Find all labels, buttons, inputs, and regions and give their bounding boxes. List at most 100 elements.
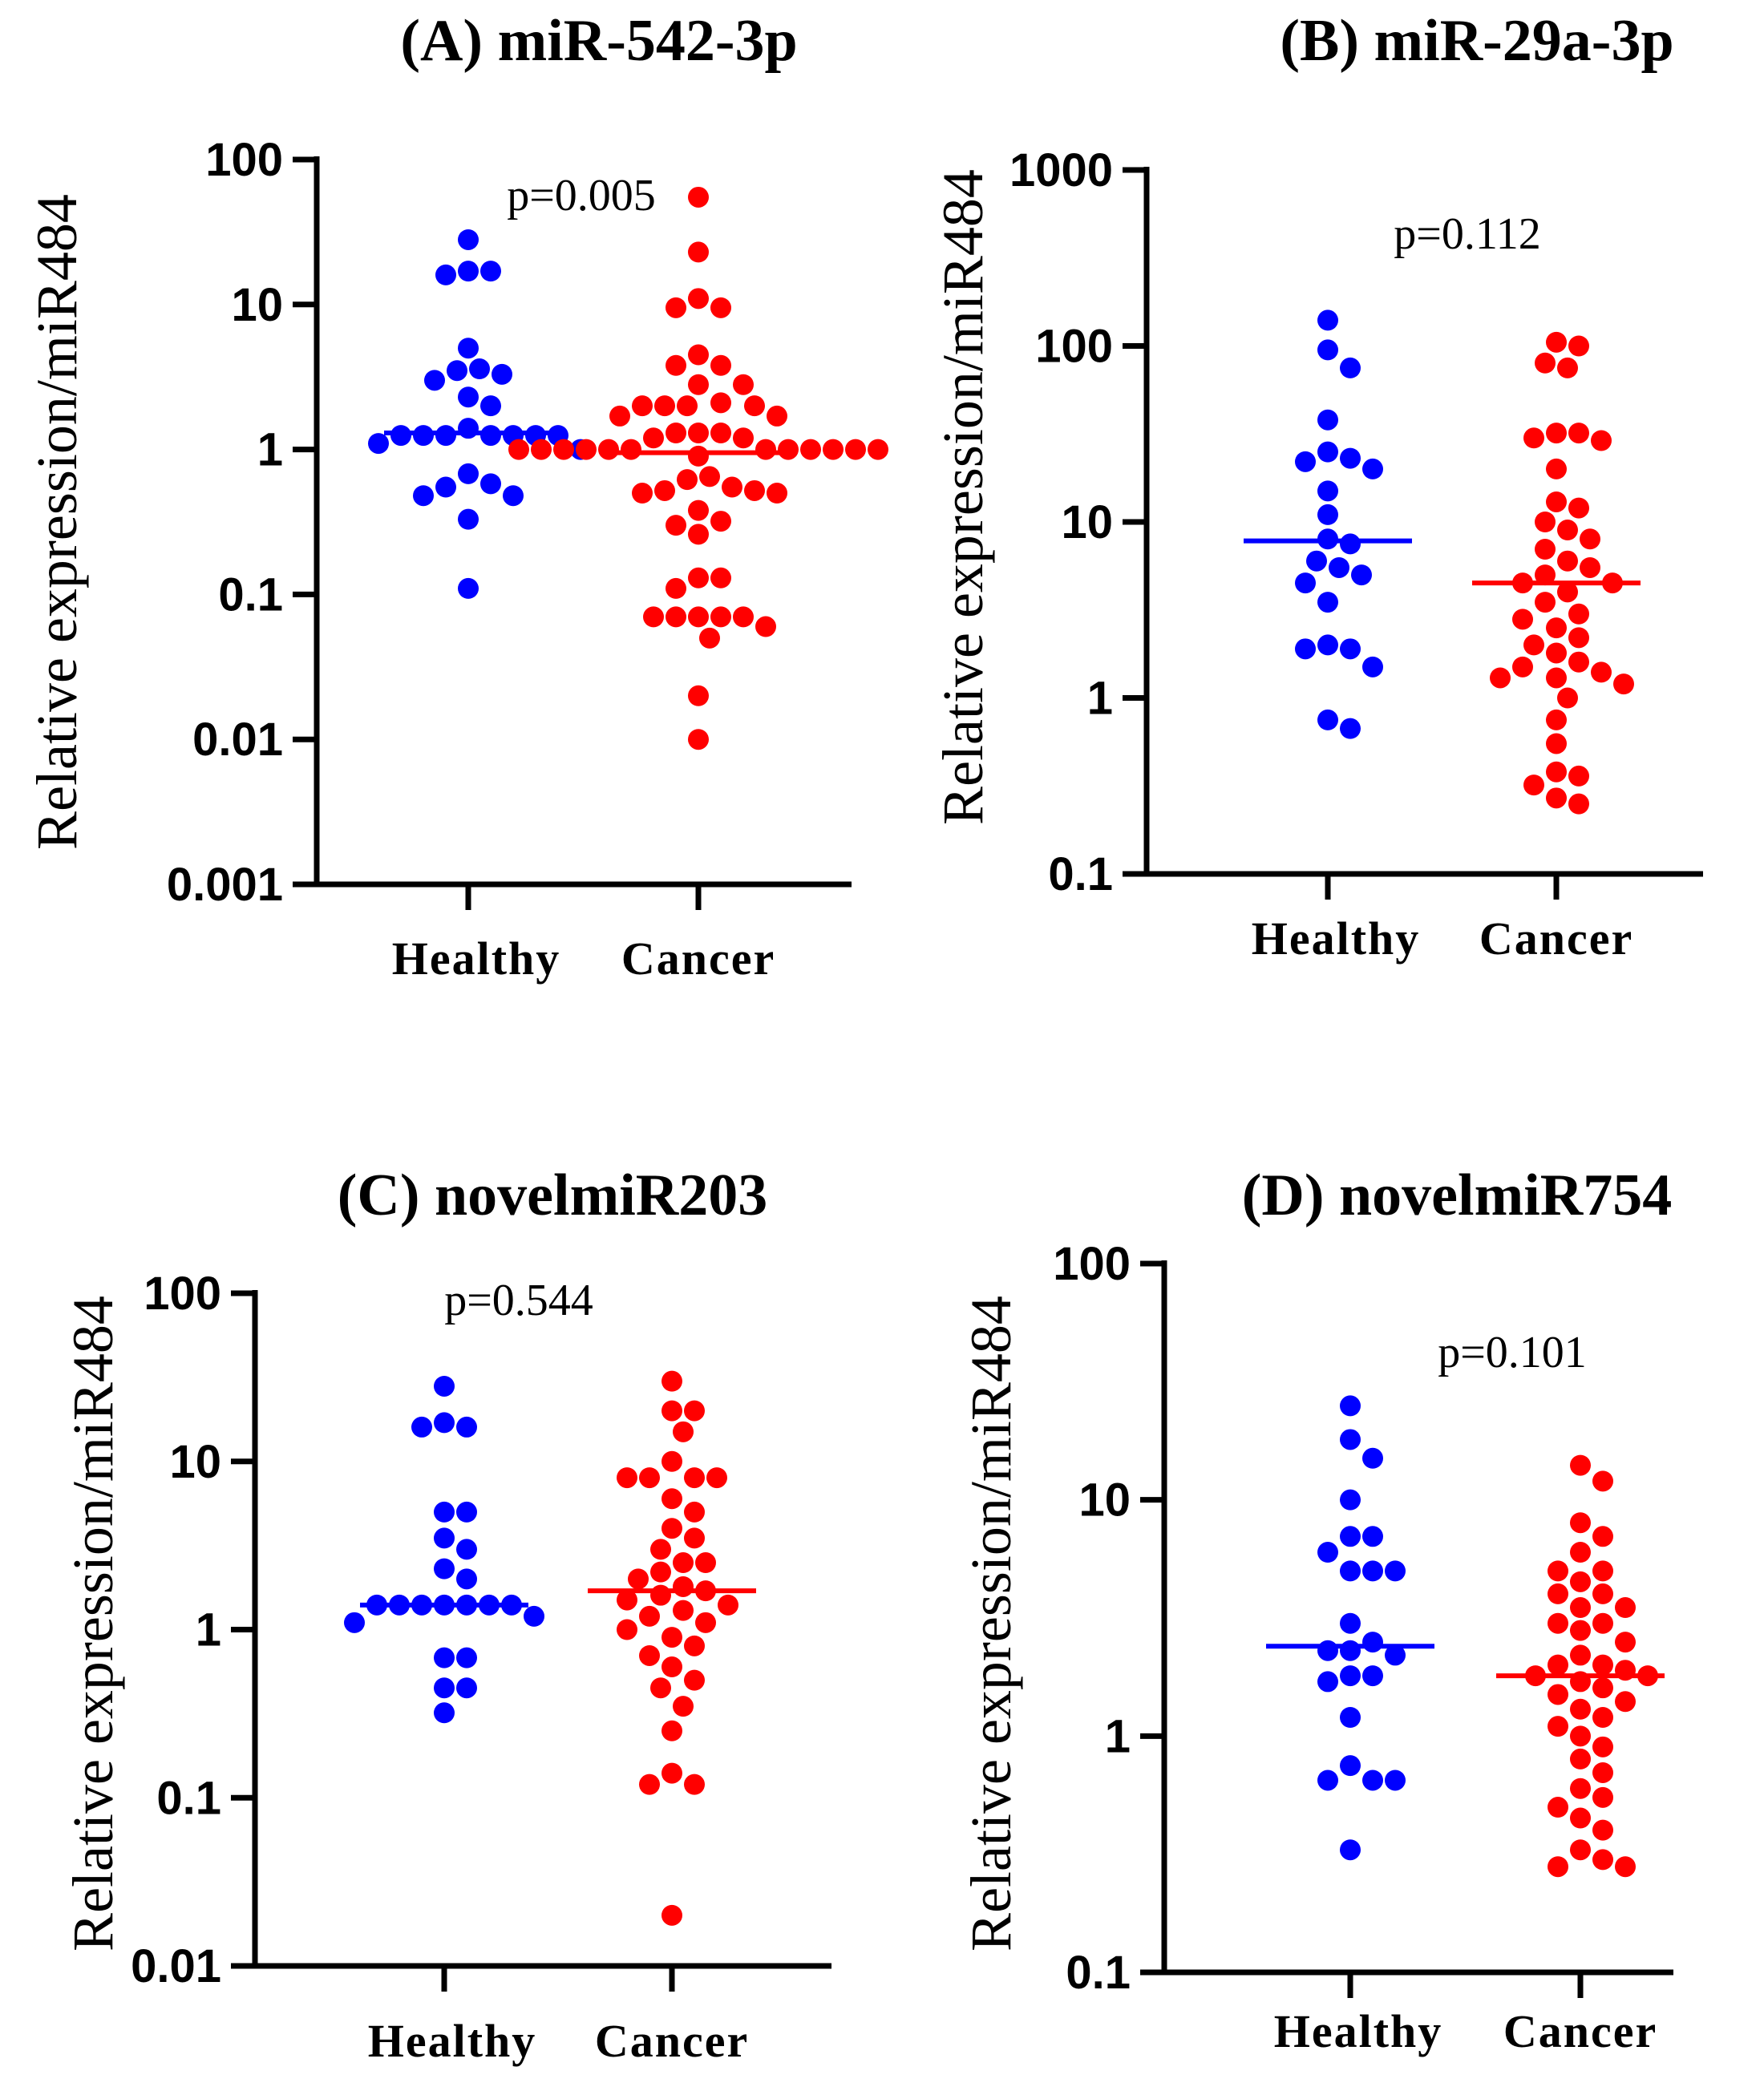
data-point-cancer [643,606,664,628]
y-tick-label: 1000 [1009,144,1113,196]
data-point-healthy [1317,1542,1338,1563]
data-point-cancer [1548,1684,1568,1705]
x-tick-label-healthy: Healthy [368,2015,537,2067]
data-point-cancer [1557,520,1578,541]
data-point-cancer [1546,787,1567,809]
data-point-cancer [710,567,731,588]
data-point-cancer [699,466,720,487]
data-point-cancer [688,445,709,467]
data-point-healthy [1385,1770,1406,1791]
data-point-cancer [1548,1612,1568,1634]
data-point-healthy [434,1677,455,1699]
data-point-cancer [1546,331,1567,353]
x-tick-label-cancer: Cancer [1479,912,1633,965]
data-point-cancer [662,1904,682,1926]
data-point-cancer [632,483,653,504]
data-point-healthy [447,360,467,382]
data-point-cancer [710,422,731,443]
data-point-cancer [1548,1797,1568,1818]
data-point-cancer [706,1467,727,1489]
y-axis-label: Relative expression/miR484 [959,1296,1023,1952]
data-point-cancer [643,427,664,449]
data-point-healthy [1317,1671,1338,1693]
data-point-cancer [1592,1736,1613,1757]
data-point-cancer [1546,458,1567,479]
data-point-cancer [710,606,731,628]
data-point-cancer [684,1527,705,1549]
data-point-cancer [1568,497,1589,519]
data-point-healthy [1351,564,1372,586]
y-tick-label: 100 [144,1268,221,1320]
data-point-cancer [531,439,552,460]
x-tick-label-cancer: Cancer [1503,2005,1657,2057]
data-point-cancer [666,297,686,318]
data-point-healthy [1340,1755,1361,1777]
p-value-annotation: p=0.544 [444,1276,593,1325]
x-tick-label-healthy: Healthy [392,932,561,985]
data-point-cancer [733,427,754,449]
data-point-healthy [1317,504,1338,525]
data-point-cancer [778,439,799,460]
data-point-cancer [639,1605,660,1627]
data-point-cancer [1592,1819,1613,1841]
data-point-cancer [1615,1632,1636,1653]
data-point-healthy [1362,1665,1383,1687]
data-point-cancer [1546,709,1567,730]
data-point-cancer [1548,1560,1568,1582]
data-point-cancer [688,344,709,366]
chart-title: (B) miR-29a-3p [1280,8,1673,74]
data-point-healthy [1362,1770,1383,1791]
data-point-cancer [576,439,597,460]
data-point-cancer [688,422,709,443]
data-point-healthy [524,1605,544,1627]
chart-title: (D) novelmiR754 [1242,1163,1672,1228]
y-tick-label: 10 [1061,496,1113,548]
data-point-cancer [1592,1612,1613,1634]
data-point-cancer [1570,1725,1591,1747]
data-point-cancer [1548,1856,1568,1878]
data-point-cancer [1557,581,1578,603]
chart-title: (C) novelmiR203 [338,1163,767,1228]
data-point-cancer [662,1720,682,1741]
data-point-cancer [1570,1620,1591,1641]
y-tick-label: 100 [1035,321,1113,373]
data-point-healthy [1295,572,1316,594]
data-point-cancer [1568,651,1589,673]
data-point-cancer [662,1400,682,1422]
data-point-cancer [650,1584,671,1606]
data-point-healthy [1340,1489,1361,1511]
data-point-cancer [598,439,619,460]
data-point-cancer [1592,1707,1613,1729]
data-point-healthy [1329,556,1349,578]
data-point-cancer [1592,1786,1613,1808]
data-point-healthy [1362,1526,1383,1547]
data-point-cancer [650,1539,671,1560]
data-point-cancer [654,479,675,501]
y-tick-label: 0.1 [218,568,283,621]
data-point-healthy [1340,1640,1361,1661]
data-point-cancer [1570,1571,1591,1592]
data-point-healthy [435,476,456,498]
data-point-cancer [710,392,731,414]
data-point-cancer [666,515,686,536]
data-point-healthy [1295,451,1316,472]
data-point-cancer [662,1488,682,1510]
chart-title: (A) miR-542-3p [400,8,797,74]
data-point-healthy [458,577,479,599]
data-point-cancer [1592,1654,1613,1676]
data-point-healthy [1340,1707,1361,1729]
data-point-cancer [1568,335,1589,357]
data-point-cancer [639,1774,660,1795]
data-point-healthy [1340,638,1361,660]
data-point-healthy [480,395,501,417]
data-point-healthy [1340,718,1361,739]
data-point-cancer [1535,564,1556,586]
data-point-cancer [673,1575,694,1597]
data-point-cancer [695,1552,716,1574]
y-tick-label: 0.01 [131,1940,221,1992]
x-tick-label-cancer: Cancer [621,932,775,985]
data-point-cancer [755,616,776,637]
panel-a: (A) miR-542-3p Relative expression/miR484… [25,8,888,985]
data-point-healthy [1385,1644,1406,1666]
p-value-annotation: p=0.101 [1438,1328,1587,1377]
